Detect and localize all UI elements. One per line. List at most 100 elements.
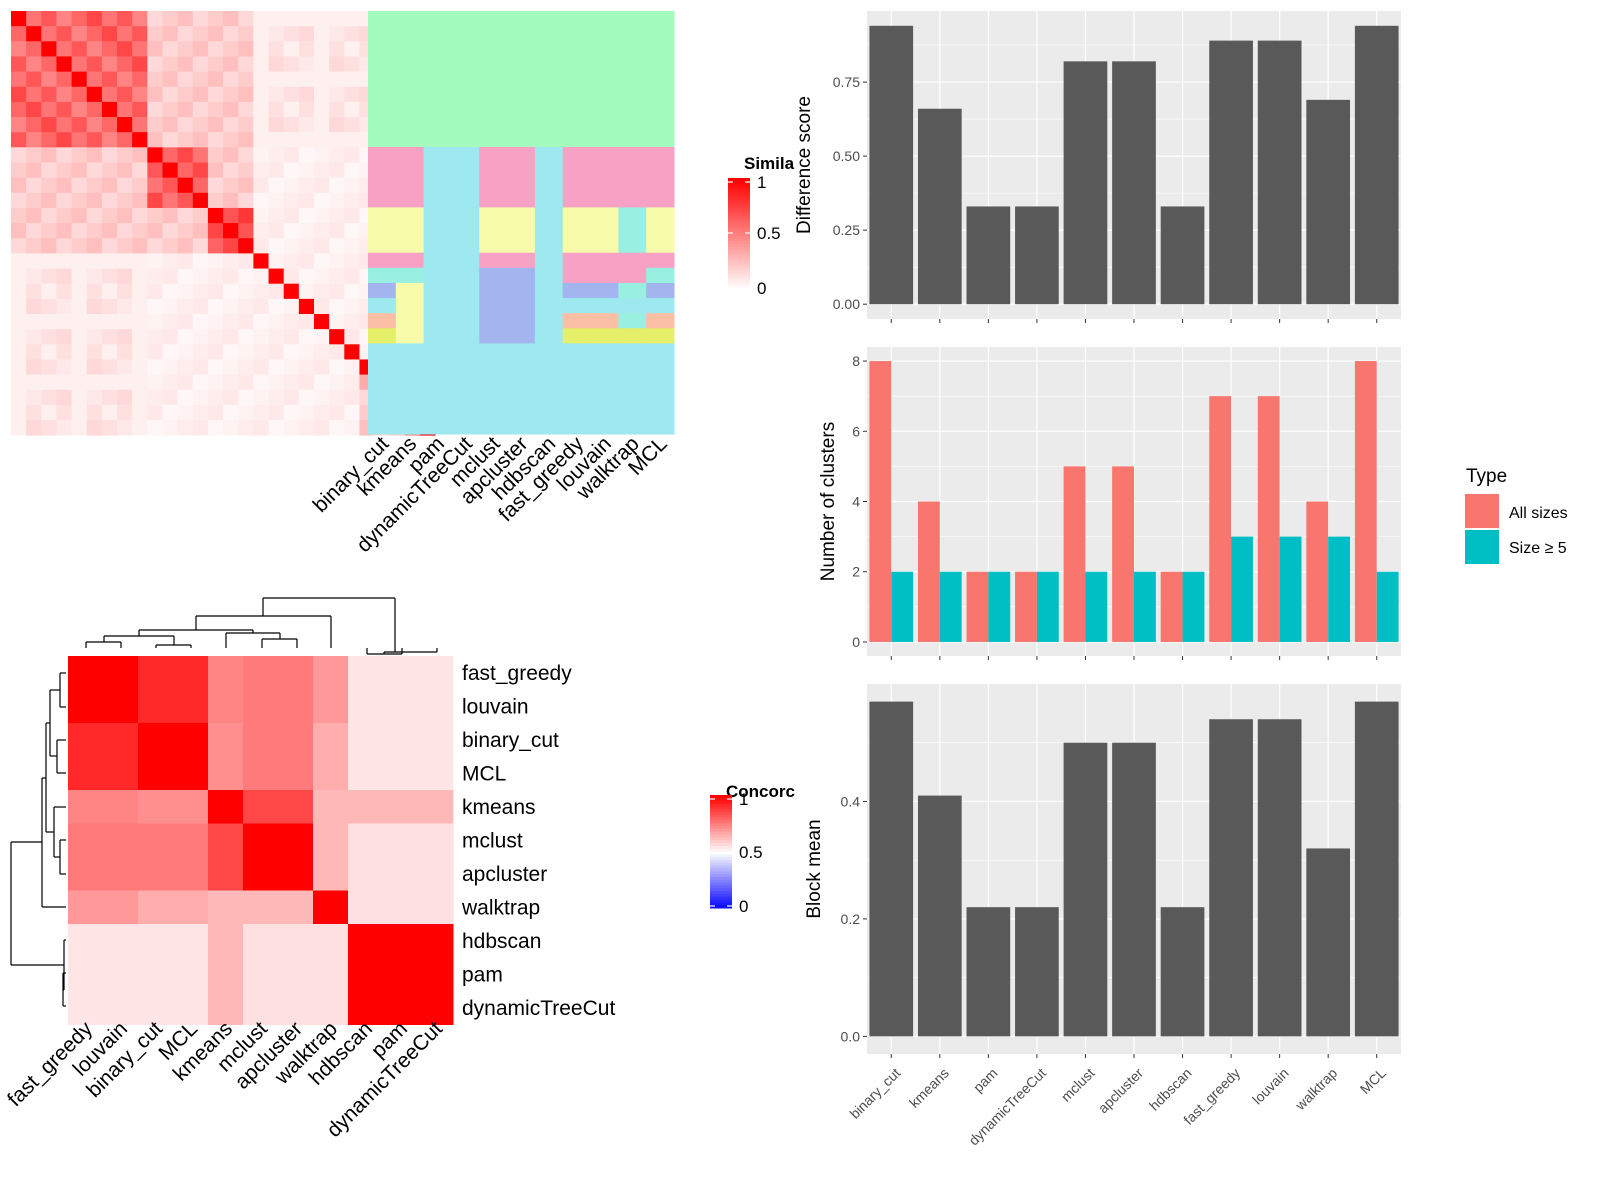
- similarity-cell: [56, 223, 72, 239]
- concordance-cell: [348, 656, 384, 690]
- concordance-cell: [418, 656, 454, 690]
- similarity-cell: [207, 117, 224, 133]
- similarity-cell: [329, 71, 345, 88]
- similarity-cell: [298, 101, 315, 118]
- concordance-cell: [103, 823, 139, 858]
- bar-size5: [1085, 571, 1108, 642]
- similarity-cell: [162, 223, 179, 239]
- assignment-cell: [534, 313, 564, 329]
- assignment-cell: [646, 11, 675, 148]
- similarity-cell: [71, 404, 88, 421]
- similarity-cell: [86, 192, 103, 209]
- assignment-cell: [618, 388, 647, 405]
- similarity-cell: [26, 298, 42, 315]
- concordance-cell: [313, 890, 349, 925]
- x-tick-label: louvain: [1249, 1065, 1292, 1108]
- similarity-cell: [71, 56, 88, 72]
- x-tick-label: pam: [970, 1065, 1001, 1096]
- similarity-cell: [86, 56, 103, 72]
- similarity-cell: [268, 56, 285, 72]
- assignment-cell: [507, 11, 536, 148]
- assignment-cell: [451, 282, 480, 299]
- similarity-cell: [329, 344, 345, 360]
- similarity-cell: [192, 132, 209, 148]
- similarity-cell: [268, 207, 285, 224]
- concordance-cell: [418, 957, 454, 992]
- similarity-cell: [314, 298, 330, 315]
- concordance-cell: [103, 656, 139, 690]
- similarity-cell: [329, 298, 345, 315]
- similarity-cell: [344, 132, 360, 148]
- similarity-cell: [207, 283, 224, 300]
- similarity-cell: [314, 11, 330, 27]
- similarity-cell: [71, 207, 88, 224]
- similarity-cell: [101, 268, 118, 285]
- similarity-cell: [268, 71, 285, 88]
- similarity-legend-gradient: [728, 238, 750, 242]
- similarity-cell: [344, 374, 360, 391]
- similarity-cell: [56, 26, 72, 42]
- concordance-legend-gradient: [710, 899, 732, 903]
- similarity-cell: [329, 132, 345, 148]
- similarity-cell: [298, 404, 315, 421]
- similarity-cell: [192, 329, 209, 345]
- similarity-cell: [298, 268, 315, 285]
- similarity-cell: [132, 192, 148, 209]
- similarity-cell: [298, 374, 315, 391]
- assignment-cell: [479, 343, 508, 359]
- similarity-cell: [177, 71, 194, 88]
- similarity-legend-gradient: [728, 216, 750, 220]
- similarity-cell: [177, 268, 194, 285]
- similarity-cell: [101, 41, 118, 57]
- similarity-cell: [344, 26, 360, 42]
- similarity-cell: [41, 389, 57, 406]
- similarity-cell: [238, 420, 254, 436]
- similarity-cell: [238, 298, 254, 315]
- similarity-legend-gradient: [728, 178, 750, 182]
- similarity-cell: [41, 41, 57, 57]
- similarity-cell: [253, 420, 269, 436]
- similarity-cell: [147, 132, 163, 148]
- similarity-cell: [192, 359, 209, 375]
- concordance-cell: [68, 656, 104, 690]
- similarity-cell: [132, 404, 148, 421]
- similarity-cell: [162, 162, 179, 179]
- similarity-cell: [132, 238, 148, 254]
- similarity-cell: [162, 329, 179, 345]
- similarity-legend-gradient: [728, 200, 750, 204]
- concordance-legend-gradient: [710, 817, 732, 821]
- similarity-cell: [207, 192, 224, 209]
- similarity-cell: [41, 314, 57, 330]
- similarity-cell: [56, 268, 72, 285]
- similarity-cell: [41, 253, 57, 269]
- similarity-cell: [223, 162, 239, 179]
- similarity-cell: [238, 101, 254, 118]
- similarity-cell: [56, 283, 72, 300]
- assignment-cell: [451, 343, 480, 359]
- similarity-cell: [344, 359, 360, 375]
- x-tick-label: walktrap: [1291, 1065, 1340, 1114]
- similarity-cell: [86, 404, 103, 421]
- concordance-cell: [208, 723, 244, 757]
- bar-size5: [1328, 536, 1351, 642]
- similarity-cell: [268, 41, 285, 57]
- assignment-cell: [618, 403, 647, 435]
- concordance-cell: [68, 823, 104, 858]
- similarity-cell: [268, 238, 285, 254]
- y-axis-label: Block mean: [804, 819, 825, 918]
- assignment-cell: [395, 252, 425, 269]
- similarity-cell: [117, 26, 133, 42]
- assignment-cell: [395, 388, 425, 405]
- concordance-row-label: louvain: [462, 695, 529, 718]
- concordance-cell: [68, 957, 104, 992]
- assignment-cell: [423, 313, 452, 329]
- similarity-cell: [238, 56, 254, 72]
- similarity-cell: [101, 283, 118, 300]
- similarity-cell: [314, 329, 330, 345]
- similarity-cell: [314, 283, 330, 300]
- similarity-cell: [11, 298, 27, 315]
- concordance-legend-gradient: [710, 806, 732, 810]
- similarity-cell: [26, 117, 42, 133]
- concordance-cell: [278, 890, 314, 925]
- similarity-cell: [329, 101, 345, 118]
